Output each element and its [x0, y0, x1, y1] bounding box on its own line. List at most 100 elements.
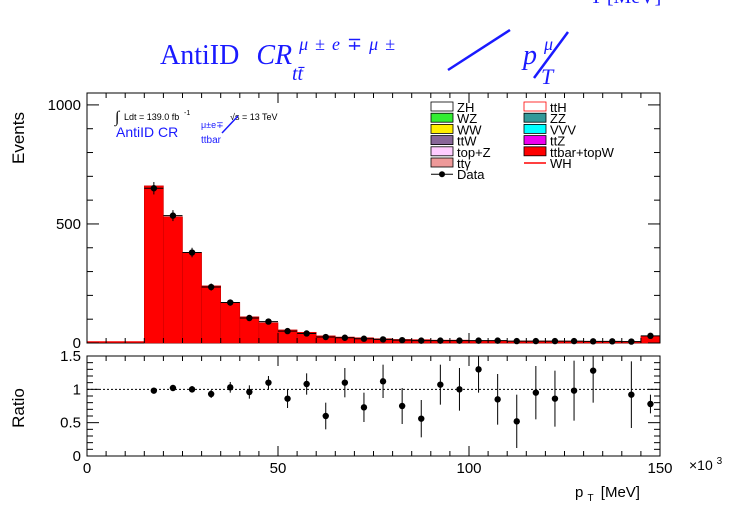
ratio-point	[246, 388, 253, 396]
lumi-integral: ∫	[114, 109, 121, 127]
ratio-point	[647, 400, 654, 408]
main-y-axis-label: Events	[9, 112, 28, 164]
legend-label: WH	[550, 156, 572, 171]
data-point	[551, 337, 559, 345]
stacked-bars	[144, 185, 661, 344]
ratio-point	[207, 390, 215, 398]
ratio-point	[456, 386, 463, 393]
ratio-point	[532, 389, 540, 396]
data-point	[303, 330, 310, 337]
region-sub: ttbar	[201, 135, 222, 146]
legend-swatch	[430, 157, 454, 168]
ratio-x-tick-label: 0	[83, 460, 91, 477]
legend-label: WW	[457, 122, 482, 137]
legend-label: ZH	[457, 100, 474, 115]
data-point	[437, 337, 444, 344]
legend-label: top+Z	[457, 145, 491, 160]
data-point	[379, 336, 387, 343]
data-point	[532, 337, 540, 345]
title-cr: CR	[256, 40, 292, 71]
data-point	[513, 337, 520, 345]
data-point	[207, 283, 215, 291]
ratio-x-axis: 0 50 100 150	[83, 356, 673, 477]
title-top-fragment: T [MeV]	[590, 0, 661, 8]
data-point	[284, 327, 291, 335]
ratio-y-tick-label: 0.5	[60, 415, 81, 432]
title-sup-pm: ±	[315, 34, 325, 54]
bar-ttbar	[201, 285, 222, 344]
ratio-point	[418, 415, 425, 422]
ratio-point	[551, 395, 559, 402]
legend-swatch	[430, 101, 454, 112]
page-title: T [MeV] AntiID CR μ ± e ∓ μ ± tt̄ p μ T	[160, 0, 661, 89]
bar-ttbar	[220, 302, 241, 344]
x-axis-label-main: p	[575, 484, 583, 501]
x-scale-exp: 3	[717, 456, 723, 467]
data-point	[609, 338, 616, 345]
region-label: AntiID CR	[116, 124, 178, 140]
legend-label: ZZ	[550, 111, 566, 126]
ratio-y-tick-label: 0	[73, 448, 81, 465]
legend-label: VVV	[550, 122, 576, 137]
main-x-axis	[86, 93, 661, 343]
ratio-points	[150, 356, 654, 448]
bar-ttbar	[144, 185, 164, 344]
ratio-y-axis-label: Ratio	[9, 388, 28, 428]
legend-swatch	[430, 124, 454, 134]
info-box: ∫ Ldt = 139.0 fb -1 √s = 13 TeV AntiID C…	[114, 109, 278, 146]
data-point	[628, 338, 635, 345]
title-sup-mp: ∓	[347, 34, 362, 54]
ratio-point	[570, 387, 578, 394]
legend-swatch	[523, 124, 547, 134]
legend-swatch	[523, 101, 547, 112]
ratio-point	[303, 380, 310, 388]
ratio-y-tick-label: 1	[73, 381, 81, 398]
title-var-sub: T	[541, 64, 555, 89]
ratio-point	[589, 367, 597, 374]
data-points	[144, 182, 660, 345]
data-point	[589, 338, 597, 345]
sqrt-s-text: √s = 13 TeV	[230, 112, 278, 122]
legend-swatch	[523, 146, 547, 157]
bar-ttbar	[258, 322, 279, 344]
ratio-point	[188, 386, 196, 393]
main-y-tick-label: 0	[73, 335, 81, 352]
x-scale-label: ×10 3	[689, 456, 723, 473]
ratio-x-tick-label: 100	[456, 460, 481, 477]
data-point	[341, 334, 349, 341]
lumi-exponent: -1	[184, 110, 190, 117]
bar-ttbar	[163, 216, 183, 344]
ratio-point	[360, 404, 368, 411]
svg-text:p μ: p μ	[521, 34, 553, 71]
data-point	[360, 335, 368, 342]
ratio-point	[513, 418, 520, 425]
data-point	[265, 318, 272, 325]
title-sup-mu: μ	[298, 34, 308, 54]
ratio-point	[475, 366, 482, 373]
bar-ttbar	[182, 252, 202, 344]
ratio-point	[628, 391, 635, 398]
ratio-point	[494, 396, 501, 403]
lumi-text: Ldt = 139.0 fb	[124, 112, 179, 122]
main-y-axis: 0 500 1000	[48, 97, 660, 352]
ratio-point	[169, 384, 177, 392]
legend-label: ttbar+topW	[550, 145, 615, 160]
data-point	[418, 337, 425, 344]
legend-label: ttZ	[550, 134, 565, 149]
legend-marker	[439, 171, 445, 178]
data-point	[227, 299, 234, 306]
data-point	[475, 337, 482, 344]
x-scale-base: ×10	[689, 457, 713, 473]
title-strike-2	[532, 31, 570, 79]
main-panel: 0 500 1000 Events ∫ Ldt = 139.0 fb -1 √s =…	[9, 92, 661, 352]
legend: ZH ttH WZ ZZ WW VVV ttW ttZ top+Z ttbar+topW ttγ WH…	[430, 100, 615, 182]
svg-text:AntiID CR μ: AntiID CR μ ± e ∓ μ ±	[160, 26, 395, 71]
title-strike-1	[447, 28, 511, 72]
legend-label: ttW	[457, 134, 477, 149]
x-axis-label-sub: T	[588, 493, 594, 504]
title-sup-mu2: μ	[368, 34, 378, 54]
title-sub: tt̄	[292, 63, 305, 85]
ratio-x-tick-label: 50	[270, 460, 287, 477]
ratio-point	[227, 384, 234, 391]
